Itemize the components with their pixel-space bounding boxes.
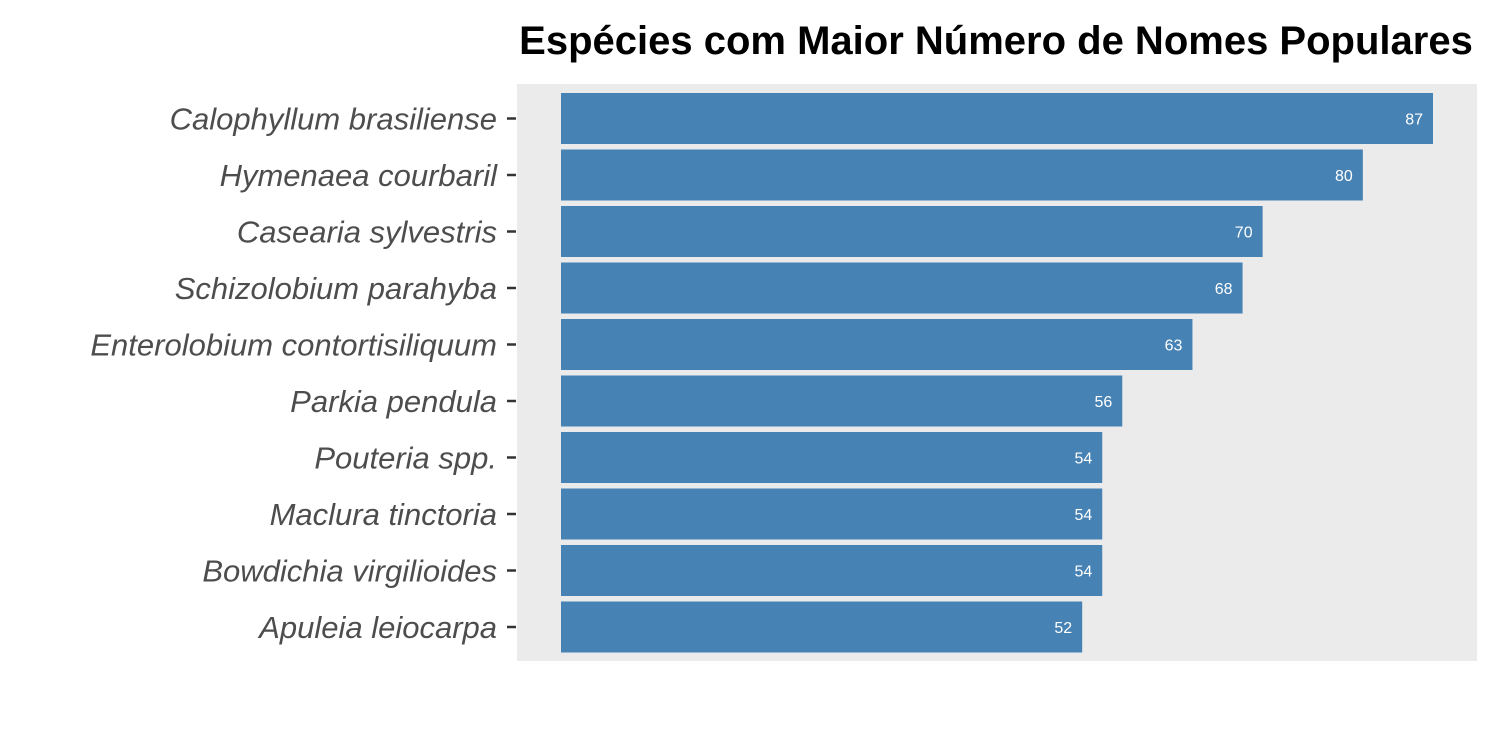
y-axis-ticks [507, 117, 516, 629]
bar [561, 149, 1363, 201]
bars [561, 93, 1433, 653]
bar [561, 545, 1103, 596]
y-axis-labels: Calophyllum brasiliense Hymenaea courbari… [90, 102, 498, 646]
bar [561, 262, 1243, 314]
bar [561, 93, 1433, 144]
bar-value-label: 87 [1405, 112, 1423, 129]
bar [561, 601, 1083, 653]
category-label: Hymenaea courbaril [220, 158, 499, 193]
bar-value-label: 54 [1074, 507, 1092, 524]
bar [561, 206, 1263, 257]
bar [561, 488, 1103, 540]
bar-value-label: 52 [1054, 620, 1072, 637]
category-label: Pouteria spp. [314, 441, 497, 476]
bar-value-label: 68 [1215, 281, 1233, 298]
bar-value-label: 56 [1094, 394, 1112, 411]
bar [561, 375, 1123, 427]
category-label: Schizolobium parahyba [175, 271, 497, 306]
category-label: Maclura tinctoria [270, 497, 497, 532]
category-label: Parkia pendula [290, 384, 497, 419]
category-label: Bowdichia virgilioides [202, 554, 497, 589]
chart-title: Espécies com Maior Número de Nomes Popul… [519, 19, 1473, 63]
category-label: Casearia sylvestris [237, 215, 497, 250]
value-labels: 87 80 70 68 63 56 54 54 54 52 [1054, 112, 1423, 638]
bar [561, 319, 1193, 370]
bar-value-label: 70 [1235, 225, 1253, 242]
bar-value-label: 54 [1074, 451, 1092, 468]
bar [561, 432, 1103, 483]
category-label: Calophyllum brasiliense [170, 102, 497, 137]
category-label: Enterolobium contortisiliquum [90, 328, 497, 363]
bar-value-label: 80 [1335, 168, 1353, 185]
bar-value-label: 54 [1074, 564, 1092, 581]
bar-value-label: 63 [1165, 338, 1183, 355]
category-label: Apuleia leiocarpa [257, 610, 497, 645]
